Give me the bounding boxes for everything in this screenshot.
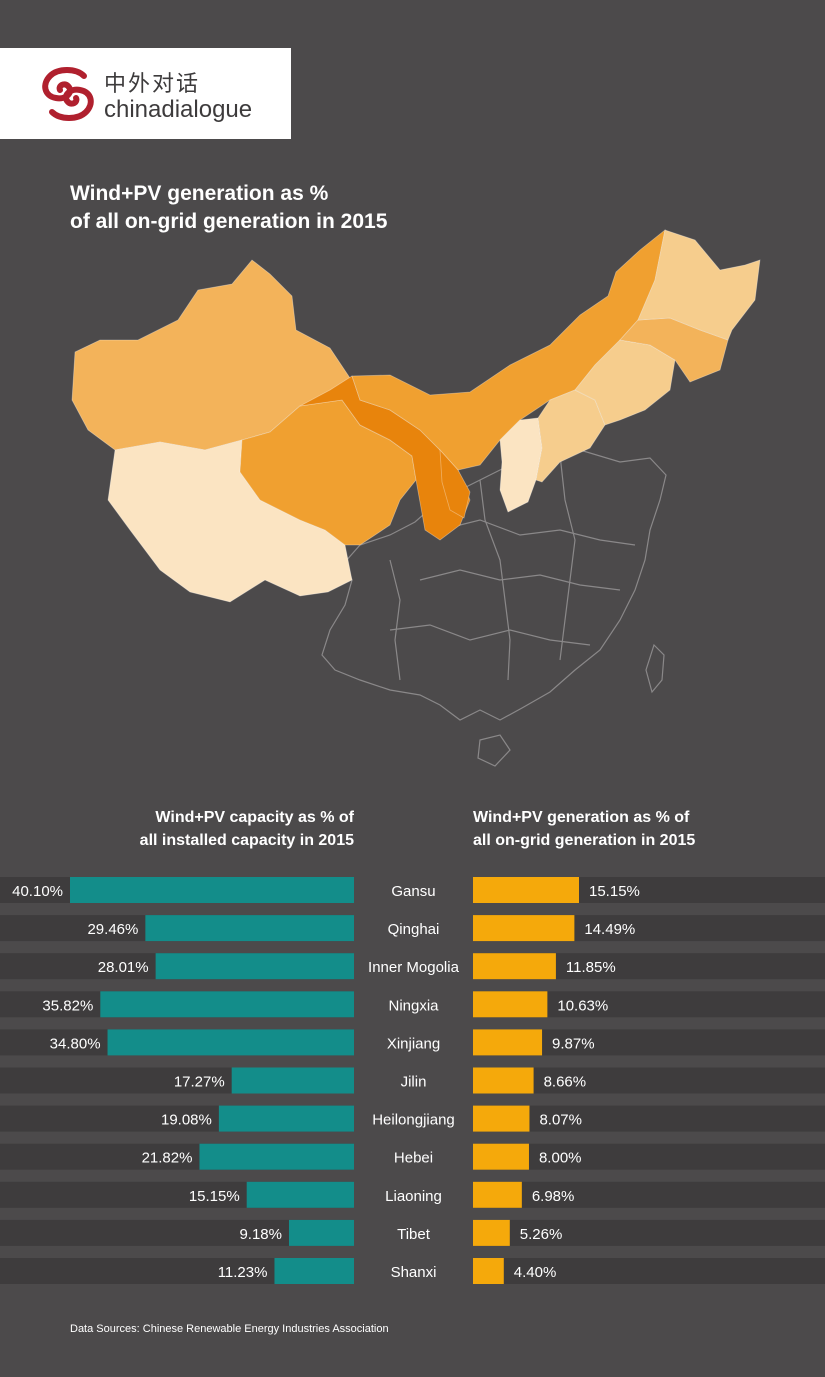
capacity-bar: [288, 1219, 354, 1246]
province-label: Inner Mogolia: [368, 959, 460, 976]
generation-bar: [473, 877, 579, 903]
capacity-bar: [218, 1105, 354, 1132]
capacity-value-label: 15.15%: [189, 1188, 240, 1205]
row-band-right: [473, 1105, 825, 1132]
capacity-chart-title: Wind+PV capacity as % of all installed c…: [110, 806, 354, 852]
capacity-value-label: 29.46%: [87, 921, 138, 938]
map-unshaded-provinces: [321, 449, 667, 767]
capacity-bar: [231, 1067, 354, 1094]
generation-value-label: 14.49%: [584, 921, 635, 938]
generation-value-label: 8.00%: [539, 1150, 582, 1167]
generation-bar: [473, 1181, 522, 1208]
province-label: Ningxia: [388, 997, 439, 1014]
china-map: [71, 229, 761, 767]
row-band-right: [473, 1219, 825, 1246]
generation-value-label: 10.63%: [557, 997, 608, 1014]
capacity-value-label: 28.01%: [98, 959, 149, 976]
capacity-bar: [70, 877, 354, 903]
generation-value-label: 4.40%: [514, 1264, 557, 1281]
map-ningxia: [439, 448, 471, 519]
capacity-value-label: 11.23%: [218, 1264, 268, 1281]
generation-bar: [473, 953, 556, 980]
generation-value-label: 9.87%: [552, 1035, 595, 1052]
province-label: Liaoning: [385, 1188, 442, 1205]
capacity-bar: [100, 991, 354, 1018]
generation-value-label: 8.66%: [544, 1074, 587, 1091]
capacity-title-line-2: all installed capacity in 2015: [139, 832, 354, 849]
brand-name-en: chinadialogue: [104, 96, 253, 123]
province-label: Gansu: [391, 883, 435, 900]
map-title-line-1: Wind+PV generation as %: [70, 182, 329, 205]
generation-chart-title: Wind+PV generation as % of all on-grid g…: [473, 806, 733, 852]
capacity-value-label: 17.27%: [174, 1074, 225, 1091]
generation-value-label: 6.98%: [532, 1188, 575, 1205]
capacity-bar: [107, 1029, 354, 1056]
province-label: Xinjiang: [387, 1035, 440, 1052]
map-shanxi: [499, 417, 543, 513]
province-label: Qinghai: [388, 921, 440, 938]
chinadialogue-logo-icon: [42, 67, 94, 121]
capacity-bar: [274, 1258, 354, 1284]
row-band-right: [473, 1181, 825, 1208]
generation-title-line-2: all on-grid generation in 2015: [473, 832, 696, 849]
province-label: Heilongjiang: [372, 1112, 455, 1129]
map-outline-south-east: [321, 449, 667, 721]
capacity-title-line-1: Wind+PV capacity as % of: [155, 809, 354, 826]
brand-name-cn: 中外对话: [104, 72, 201, 97]
capacity-bar: [155, 953, 354, 980]
capacity-value-label: 35.82%: [42, 997, 93, 1014]
generation-bar: [473, 1029, 543, 1056]
capacity-bar: [199, 1143, 354, 1170]
capacity-value-label: 40.10%: [12, 883, 63, 900]
row-band-right: [473, 1143, 825, 1170]
generation-bar: [473, 915, 575, 942]
generation-value-label: 8.07%: [539, 1112, 582, 1129]
map-heilongjiang: [637, 229, 761, 341]
capacity-value-label: 9.18%: [239, 1226, 282, 1243]
generation-value-label: 5.26%: [520, 1226, 563, 1243]
capacity-bar: [246, 1181, 354, 1208]
row-band-right: [473, 1258, 825, 1284]
map-taiwan: [645, 643, 665, 694]
generation-bar: [473, 1219, 510, 1246]
province-label: Shanxi: [391, 1264, 437, 1281]
capacity-value-label: 19.08%: [161, 1112, 212, 1129]
capacity-value-label: 34.80%: [50, 1035, 101, 1052]
generation-value-label: 11.85%: [566, 959, 616, 976]
generation-bar: [473, 1258, 504, 1284]
generation-title-line-1: Wind+PV generation as % of: [473, 809, 690, 826]
generation-bar: [473, 1143, 529, 1170]
generation-bar: [473, 991, 548, 1018]
province-label: Tibet: [397, 1226, 431, 1243]
province-label: Hebei: [394, 1150, 433, 1167]
logo-panel: 中外对话 chinadialogue: [0, 48, 291, 139]
map-hainan: [477, 734, 511, 767]
capacity-value-label: 21.82%: [142, 1150, 193, 1167]
map-hebei: [535, 389, 606, 483]
data-source-note: Data Sources: Chinese Renewable Energy I…: [70, 1323, 389, 1335]
map-title-line-2: of all on-grid generation in 2015: [70, 210, 388, 233]
generation-value-label: 15.15%: [589, 883, 640, 900]
map-title: Wind+PV generation as % of all on-grid g…: [70, 180, 430, 236]
generation-bar: [473, 1105, 530, 1132]
province-label: Jilin: [401, 1074, 427, 1091]
generation-bar: [473, 1067, 534, 1094]
capacity-bar: [145, 915, 354, 942]
